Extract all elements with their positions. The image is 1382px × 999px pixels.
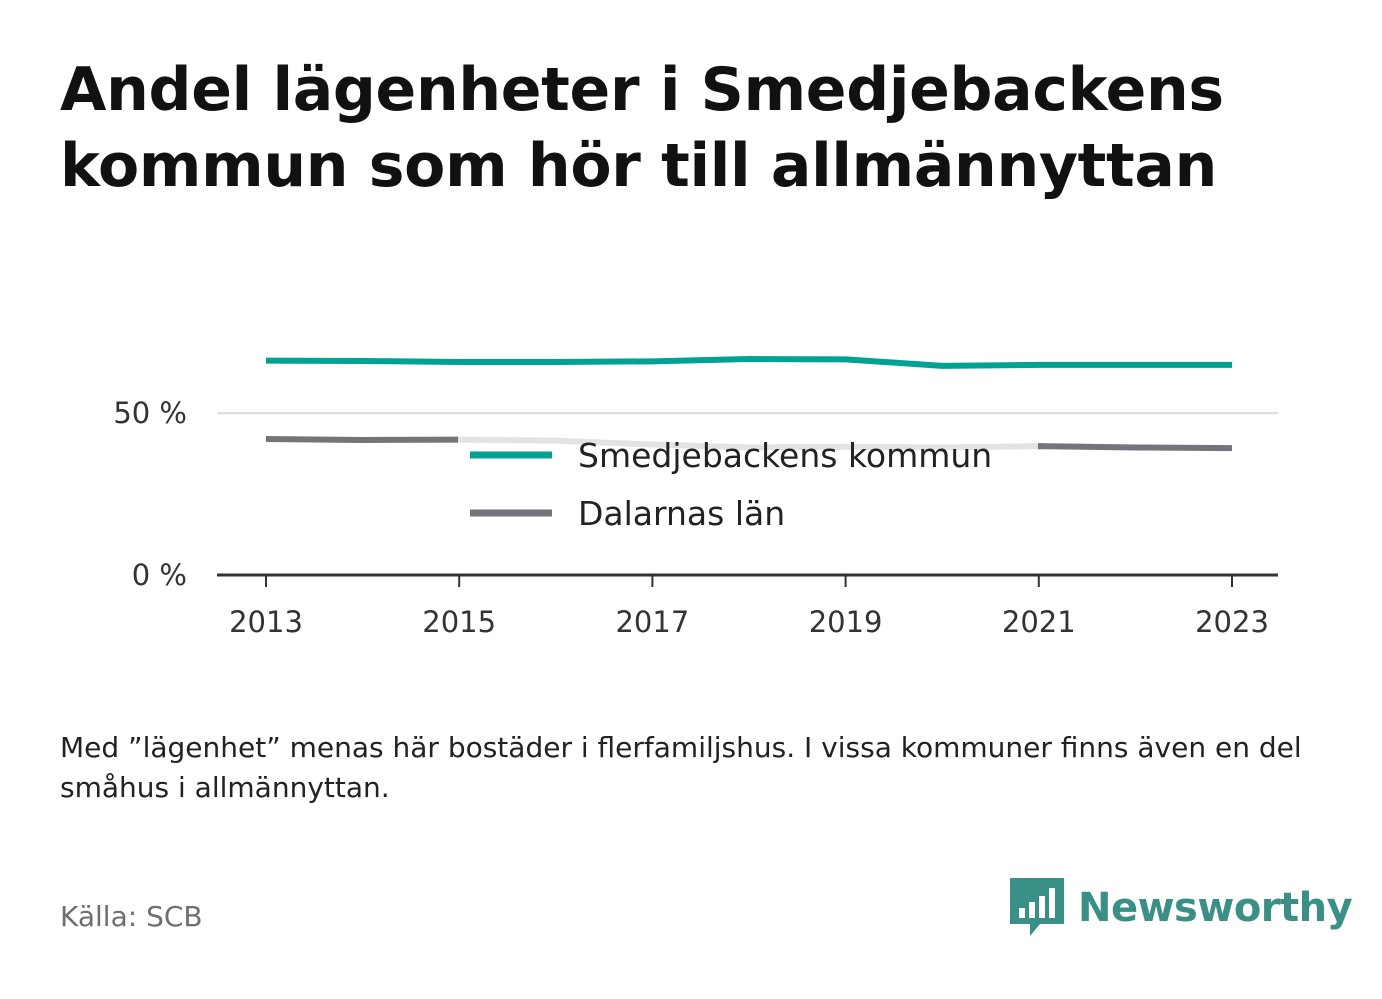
legend-label: Dalarnas län [578, 494, 785, 533]
x-tick-label: 2019 [809, 605, 883, 639]
chart-note: Med ”lägenhet” menas här bostäder i fler… [60, 731, 1302, 804]
y-tick-label: 50 % [113, 396, 187, 430]
series-line-0 [265, 356, 1232, 369]
chart-title: Andel lägenheter i Smedjebackens kommun … [60, 55, 1224, 201]
x-tick-label: 2021 [1002, 605, 1076, 639]
legend-backdrop [458, 424, 1038, 542]
legend-label: Smedjebackens kommun [578, 436, 992, 475]
x-tick-label: 2023 [1195, 605, 1269, 639]
brand-logo: Newsworthy [1010, 878, 1353, 938]
legend: Smedjebackens kommun Dalarnas län [458, 424, 1038, 542]
brand-name: Newsworthy [1078, 885, 1353, 931]
y-tick-label: 0 % [132, 558, 187, 592]
bar-chart-speech-bubble-icon [1010, 878, 1064, 936]
axes: 0 % 50 % 2013 2015 2017 2019 2021 2023 [113, 396, 1278, 639]
source-label: Källa: SCB [60, 900, 203, 933]
x-tick-label: 2015 [422, 605, 496, 639]
x-tick-label: 2013 [229, 605, 303, 639]
x-tick-label: 2017 [615, 605, 689, 639]
